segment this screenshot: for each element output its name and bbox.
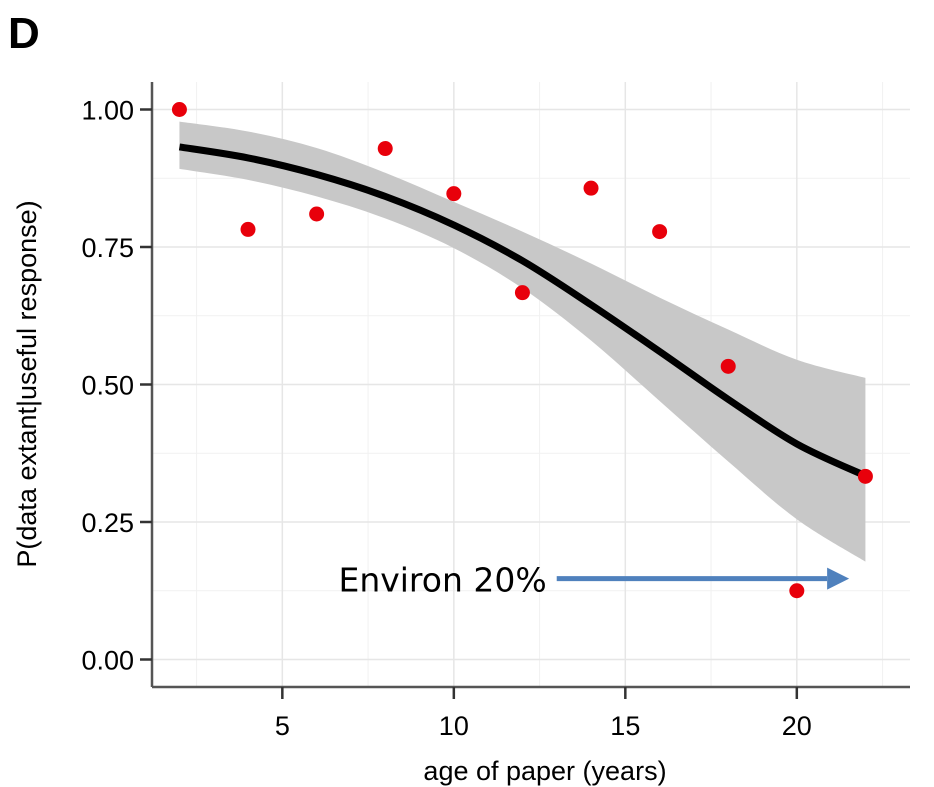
data-point: [858, 469, 873, 484]
x-tick-label: 5: [275, 711, 290, 741]
x-tick-label: 10: [439, 711, 469, 741]
data-point: [721, 359, 736, 374]
data-point: [309, 207, 324, 222]
data-point: [789, 583, 804, 598]
y-tick-label: 0.50: [81, 371, 134, 401]
y-tick-label: 0.00: [81, 646, 134, 676]
data-point: [378, 141, 393, 156]
panel-label: D: [8, 9, 40, 58]
data-point: [652, 224, 667, 239]
y-tick-label: 0.75: [81, 233, 134, 263]
data-point: [515, 285, 530, 300]
data-point: [172, 102, 187, 117]
x-tick-label: 20: [782, 711, 812, 741]
data-point: [446, 186, 461, 201]
y-axis-title: P(data extant|useful response): [12, 200, 42, 567]
x-tick-label: 15: [610, 711, 640, 741]
annotation-label: Environ 20%: [338, 561, 546, 600]
y-tick-label: 0.25: [81, 508, 134, 538]
y-tick-label: 1.00: [81, 96, 134, 126]
data-point: [241, 222, 256, 237]
data-point: [584, 181, 599, 196]
x-axis-title: age of paper (years): [423, 756, 666, 786]
